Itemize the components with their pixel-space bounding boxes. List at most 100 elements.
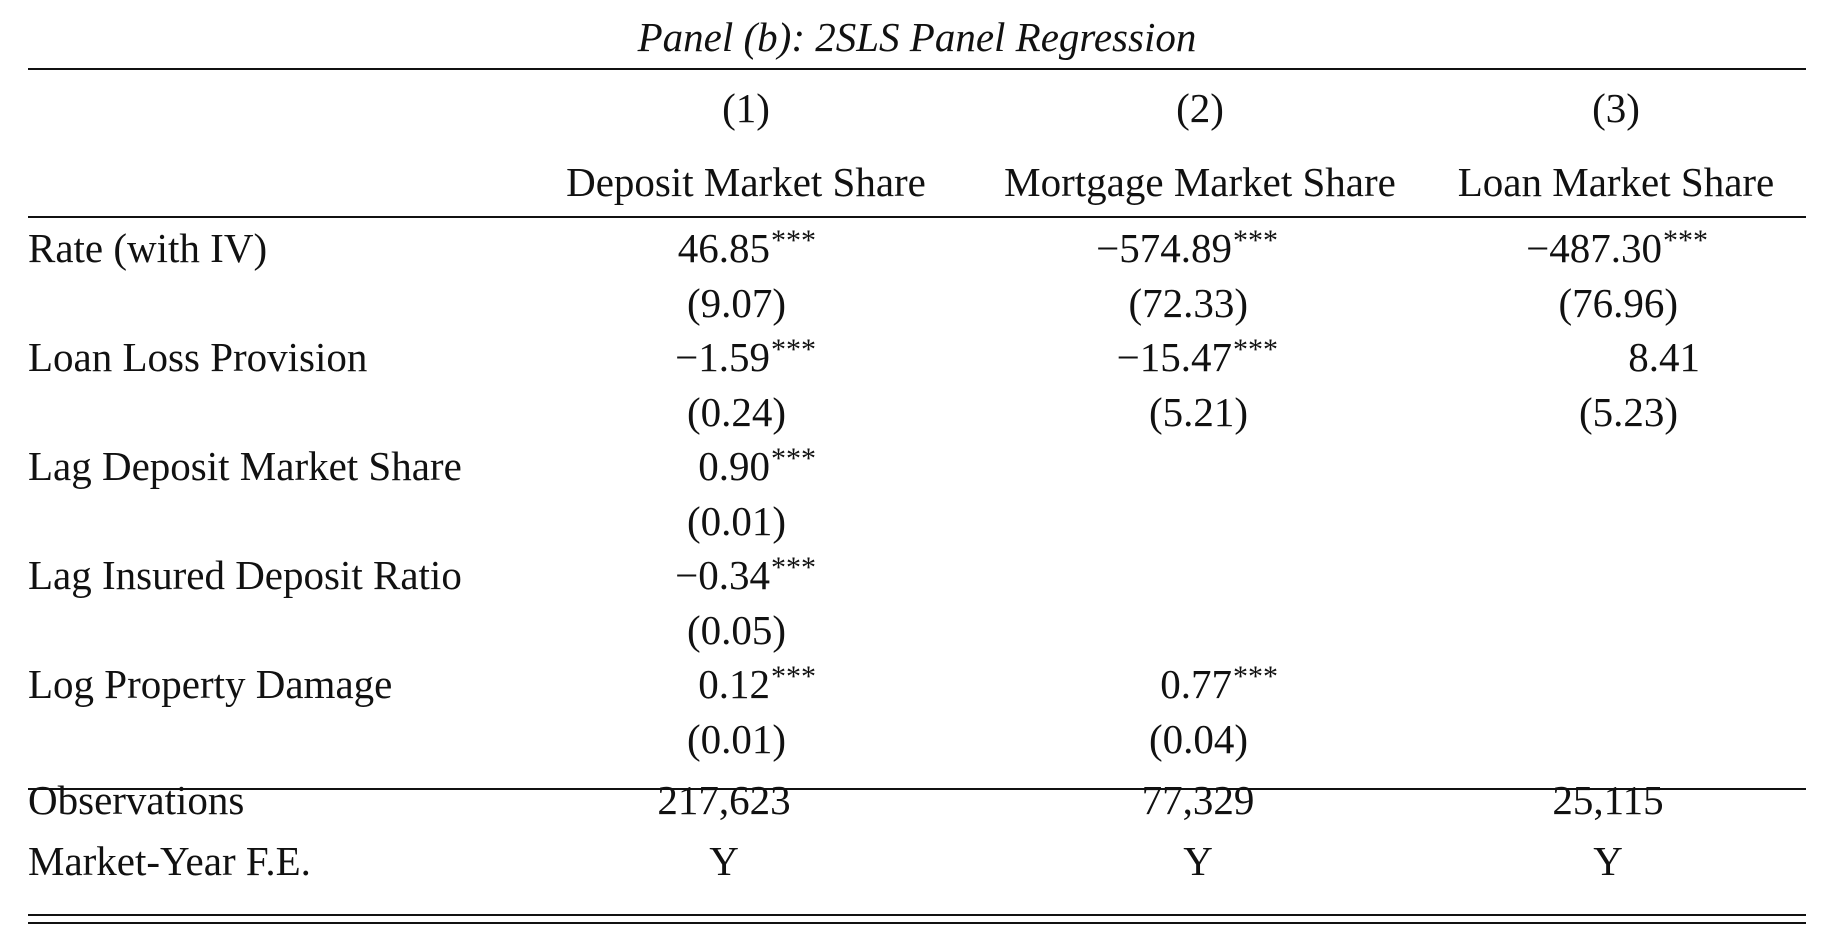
coefficient-value: −1.59 xyxy=(675,334,770,381)
dependent-variable: Loan Market Share xyxy=(1457,159,1775,205)
significance-stars: *** xyxy=(1233,333,1278,367)
coefficient-cell xyxy=(1426,548,1806,603)
coefficient-value: 0.77 xyxy=(1160,661,1232,708)
standard-error-row: (0.05) xyxy=(28,603,1806,658)
standard-error-cell: (0.01) xyxy=(518,494,974,549)
bottom-rule-1 xyxy=(28,914,1806,916)
significance-stars: *** xyxy=(1663,224,1708,258)
footer-value: Y xyxy=(1593,838,1623,884)
standard-error-value: (9.07) xyxy=(686,279,786,326)
standard-error-row: (0.24) (5.21) (5.23) xyxy=(28,385,1806,440)
header-label-blank xyxy=(28,70,518,146)
coefficient-row: Log Property Damage 0.12*** 0.77*** xyxy=(28,657,1806,712)
header-label-blank xyxy=(28,146,518,218)
coefficient-row: Loan Loss Provision −1.59*** −15.47*** 8.41 xyxy=(28,330,1806,385)
standard-error-label-blank xyxy=(28,603,518,658)
footer-label: Market-Year F.E. xyxy=(28,838,311,884)
coefficient-cell: −487.30*** xyxy=(1426,221,1806,276)
standard-error-cell: (9.07) xyxy=(518,276,974,331)
variable-label: Rate (with IV) xyxy=(28,225,268,272)
significance-stars: *** xyxy=(771,660,816,694)
coefficient-cell: 0.12*** xyxy=(518,657,974,712)
coefficient-row: Lag Deposit Market Share 0.90*** xyxy=(28,439,1806,494)
standard-error-row: (9.07) (72.33) (76.96) xyxy=(28,276,1806,331)
standard-error-label-blank xyxy=(28,712,518,767)
footer-value: 77,329 xyxy=(1141,777,1255,823)
coefficient-row: Lag Insured Deposit Ratio −0.34*** xyxy=(28,548,1806,603)
column-number: (1) xyxy=(722,85,770,131)
coefficient-cell: −0.34*** xyxy=(518,548,974,603)
variable-label: Lag Insured Deposit Ratio xyxy=(28,552,462,599)
standard-error-cell: (0.04) xyxy=(974,712,1426,767)
footer-value: 25,115 xyxy=(1552,777,1664,823)
coefficient-row: Rate (with IV) 46.85*** −574.89*** −487.30*… xyxy=(28,221,1806,276)
variable-label: Lag Deposit Market Share xyxy=(28,443,462,490)
standard-error-cell: (76.96) xyxy=(1426,276,1806,331)
significance-stars: *** xyxy=(771,333,816,367)
fixed-effects-row: Market-Year F.E. Y Y Y xyxy=(28,834,1806,888)
standard-error-row: (0.01) (0.04) xyxy=(28,712,1806,767)
standard-error-value: (0.01) xyxy=(686,715,786,762)
significance-stars: *** xyxy=(1233,660,1278,694)
standard-error-cell: (5.21) xyxy=(974,385,1426,440)
standard-error-cell: (5.23) xyxy=(1426,385,1806,440)
standard-error-value: (76.96) xyxy=(1558,279,1678,326)
standard-error-cell xyxy=(974,494,1426,549)
bottom-rule-2 xyxy=(28,922,1806,924)
coefficient-value: 0.90 xyxy=(698,443,770,490)
standard-error-cell: (0.24) xyxy=(518,385,974,440)
standard-error-cell: (0.01) xyxy=(518,712,974,767)
standard-error-value: (0.24) xyxy=(686,388,786,435)
coefficient-cell: 46.85*** xyxy=(518,221,974,276)
dependent-variable: Mortgage Market Share xyxy=(1004,159,1396,205)
column-number: (3) xyxy=(1592,85,1640,131)
column-number-row: (1) (2) (3) xyxy=(28,70,1806,146)
significance-stars: *** xyxy=(771,442,816,476)
standard-error-cell: (72.33) xyxy=(974,276,1426,331)
footer-label: Observations xyxy=(28,777,245,823)
coefficient-cell: 0.90*** xyxy=(518,439,974,494)
standard-error-value: (0.05) xyxy=(686,606,786,653)
standard-error-value: (5.23) xyxy=(1578,388,1678,435)
top-rule xyxy=(28,68,1806,70)
coefficient-value: 8.41 xyxy=(1628,334,1700,381)
standard-error-cell xyxy=(974,603,1426,658)
dependent-variable-row: Deposit Market Share Mortgage Market Sha… xyxy=(28,146,1806,218)
coefficient-rows: Rate (with IV) 46.85*** −574.89*** −487.30*… xyxy=(28,221,1806,766)
standard-error-value: (72.33) xyxy=(1128,279,1248,326)
observations-row: Observations 217,623 77,329 25,115 xyxy=(28,766,1806,834)
standard-error-row: (0.01) xyxy=(28,494,1806,549)
footer-value: 217,623 xyxy=(657,777,791,823)
footer-value: Y xyxy=(1183,838,1213,884)
coefficient-cell: −15.47*** xyxy=(974,330,1426,385)
coefficient-cell: −574.89*** xyxy=(974,221,1426,276)
coefficient-cell xyxy=(974,548,1426,603)
header-rule xyxy=(28,216,1806,218)
panel-title: Panel (b): 2SLS Panel Regression xyxy=(637,14,1197,60)
coefficient-value: −487.30 xyxy=(1526,225,1662,272)
standard-error-value: (0.01) xyxy=(686,497,786,544)
coefficient-value: −0.34 xyxy=(675,552,770,599)
standard-error-label-blank xyxy=(28,276,518,331)
coefficient-cell: 8.41 xyxy=(1426,330,1806,385)
standard-error-label-blank xyxy=(28,494,518,549)
regression-table: (1) (2) (3) Deposit Market Share Mortgag… xyxy=(28,70,1806,888)
standard-error-cell: (0.05) xyxy=(518,603,974,658)
footer-value: Y xyxy=(709,838,739,884)
standard-error-value: (0.04) xyxy=(1148,715,1248,762)
significance-stars: *** xyxy=(771,551,816,585)
standard-error-cell xyxy=(1426,494,1806,549)
dependent-variable: Deposit Market Share xyxy=(566,159,926,205)
variable-label: Loan Loss Provision xyxy=(28,334,368,381)
standard-error-value: (5.21) xyxy=(1148,388,1248,435)
significance-stars: *** xyxy=(1233,224,1278,258)
coefficient-value: 46.85 xyxy=(677,225,770,272)
footer-rows: Observations 217,623 77,329 25,115 Market-Ye… xyxy=(28,766,1806,888)
body-rule xyxy=(28,788,1806,790)
variable-label: Log Property Damage xyxy=(28,661,393,708)
coefficient-cell xyxy=(1426,439,1806,494)
coefficient-cell: −1.59*** xyxy=(518,330,974,385)
coefficient-cell xyxy=(974,439,1426,494)
coefficient-cell xyxy=(1426,657,1806,712)
standard-error-cell xyxy=(1426,712,1806,767)
